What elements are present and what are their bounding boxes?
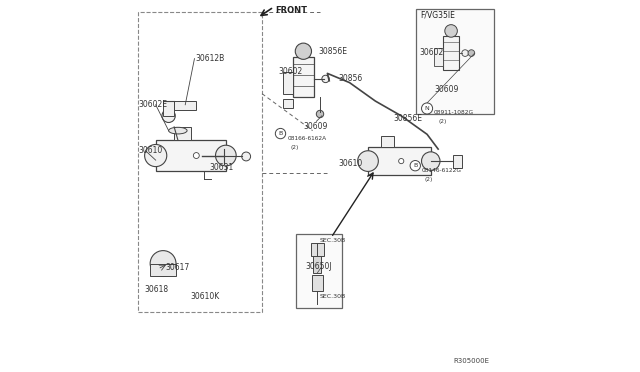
Bar [293, 57, 314, 97]
Circle shape [468, 50, 475, 57]
Circle shape [445, 25, 458, 37]
Bar [416, 9, 493, 114]
Text: 30856: 30856 [339, 74, 363, 83]
Text: SEC.30B: SEC.30B [320, 294, 346, 299]
Text: 30602E: 30602E [138, 100, 167, 109]
Text: 30609: 30609 [303, 122, 328, 131]
Text: SEC.30B: SEC.30B [320, 238, 346, 243]
Circle shape [462, 50, 468, 57]
Bar [156, 140, 226, 171]
Circle shape [162, 109, 175, 122]
Text: N: N [425, 106, 429, 111]
Text: 30610K: 30610K [191, 292, 220, 301]
Text: 08166-6162A: 08166-6162A [287, 136, 326, 141]
Circle shape [316, 110, 324, 118]
Bar [283, 71, 293, 94]
Circle shape [399, 158, 404, 164]
Circle shape [422, 152, 440, 170]
Text: F/VG35IE: F/VG35IE [420, 11, 455, 20]
Text: 30612B: 30612B [195, 54, 225, 63]
Text: 30856E: 30856E [394, 114, 423, 123]
Bar [443, 36, 459, 70]
Ellipse shape [168, 127, 187, 134]
Text: 08146-6122G: 08146-6122G [422, 168, 461, 173]
Text: 30617: 30617 [166, 263, 190, 272]
Bar [311, 243, 324, 256]
Text: 30610: 30610 [138, 147, 163, 155]
Circle shape [145, 144, 167, 167]
Text: FRONT: FRONT [275, 6, 307, 15]
Circle shape [358, 151, 378, 171]
Text: 30631: 30631 [209, 163, 234, 172]
Text: 30856E: 30856E [318, 47, 347, 56]
Circle shape [242, 152, 251, 161]
Text: 30609: 30609 [435, 85, 459, 94]
Bar [150, 263, 176, 276]
Bar [381, 136, 394, 147]
Circle shape [216, 145, 236, 166]
Text: (2): (2) [438, 119, 447, 124]
Bar [453, 155, 462, 167]
Bar [296, 234, 342, 308]
Bar [314, 256, 321, 273]
Text: B: B [278, 131, 283, 136]
Bar [283, 99, 293, 109]
Circle shape [193, 153, 199, 158]
Text: (2): (2) [424, 177, 433, 182]
Bar [312, 275, 323, 291]
Circle shape [150, 251, 176, 276]
Text: 30602: 30602 [278, 67, 303, 76]
Bar [174, 101, 196, 110]
Bar [435, 48, 443, 66]
Text: 30610: 30610 [339, 159, 363, 169]
Text: B: B [413, 163, 417, 168]
Circle shape [422, 103, 433, 114]
Bar [163, 101, 174, 116]
Text: R305000E: R305000E [453, 358, 489, 365]
Bar [368, 147, 431, 175]
Circle shape [322, 75, 329, 83]
Text: 30618: 30618 [145, 285, 169, 294]
Circle shape [295, 43, 312, 60]
Bar [138, 13, 262, 311]
Text: 30602: 30602 [419, 48, 444, 57]
Text: 08911-1082G: 08911-1082G [434, 110, 474, 115]
Text: (2): (2) [291, 145, 299, 150]
Bar [174, 127, 191, 140]
Circle shape [275, 128, 285, 139]
Circle shape [410, 161, 420, 171]
Text: 30650J: 30650J [305, 262, 332, 271]
